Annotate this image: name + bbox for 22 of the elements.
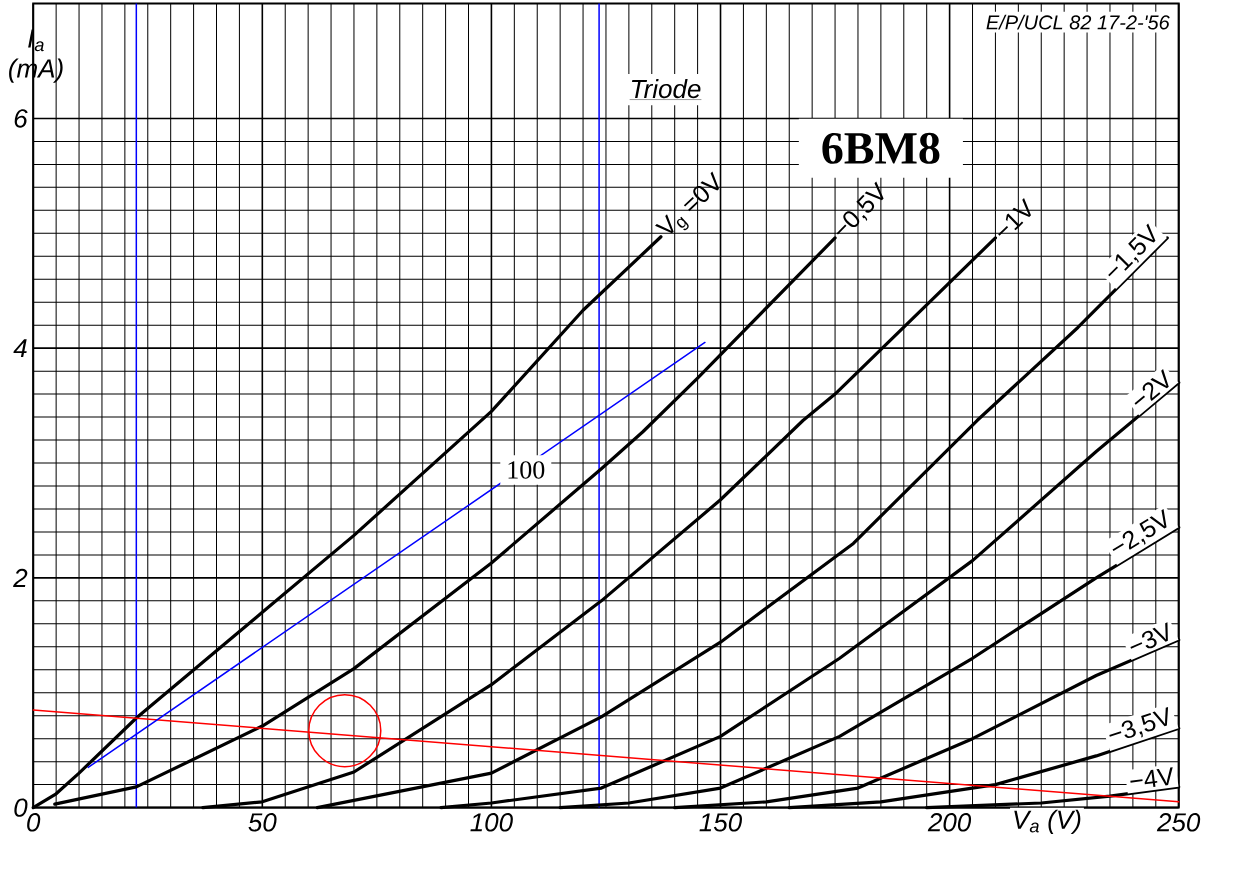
text: −2V <box>1134 369 1169 405</box>
x-tick-label: 100 <box>470 813 513 832</box>
x-tick-label: 250 <box>1156 813 1201 832</box>
text: −3,5V <box>1109 707 1169 739</box>
x-axis-title: V$_{a}$ (V) <box>1014 809 1081 835</box>
text: Triode <box>631 79 701 99</box>
x-tick-label: 150 <box>699 813 742 832</box>
y-tick-label: 6 <box>14 109 28 128</box>
text: 6BM8 <box>822 132 940 164</box>
x-tick-label: 50 <box>248 813 277 832</box>
x-tick-label: 0 <box>27 813 41 832</box>
text: −4V <box>1130 767 1173 788</box>
annotation: 100 <box>508 461 545 479</box>
annotation: E/P/UCL 82 17-2-'56 <box>986 14 1170 30</box>
y-tick-label: 4 <box>13 339 27 358</box>
text: −1V <box>998 198 1031 236</box>
text: −3V <box>1130 622 1168 649</box>
text: V$_{g}$ =0V <box>655 171 720 234</box>
y-tick-label: 0 <box>14 798 28 817</box>
y-tick-label: 2 <box>13 568 28 587</box>
x-tick-label: 200 <box>927 813 972 832</box>
text: −2,5V <box>1112 508 1167 552</box>
